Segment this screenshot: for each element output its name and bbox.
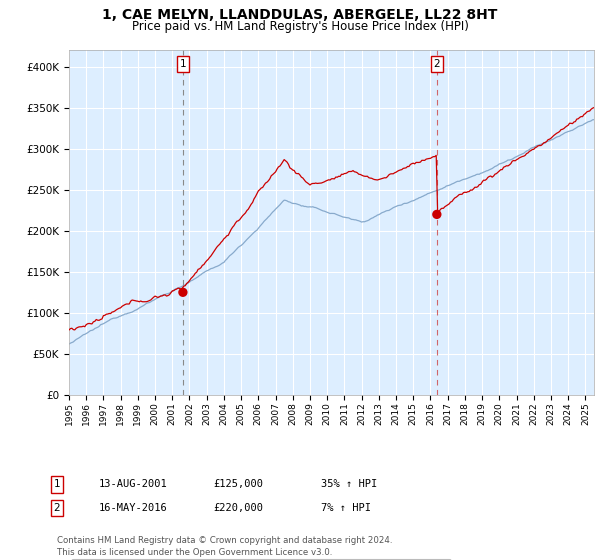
Text: Contains HM Land Registry data © Crown copyright and database right 2024.
This d: Contains HM Land Registry data © Crown c… (57, 536, 392, 557)
Point (178, 288, 188, 297)
Text: 2: 2 (53, 503, 61, 513)
Text: 35% ↑ HPI: 35% ↑ HPI (321, 479, 377, 489)
Text: Price paid vs. HM Land Registry's House Price Index (HPI): Price paid vs. HM Land Registry's House … (131, 20, 469, 32)
Text: 1: 1 (179, 59, 186, 69)
Text: £125,000: £125,000 (213, 479, 263, 489)
Legend: 1, CAE MELYN, LLANDDULAS, ABERGELE, LL22 8HT (detached house), HPI: Average pric: 1, CAE MELYN, LLANDDULAS, ABERGELE, LL22… (71, 559, 451, 560)
Text: £220,000: £220,000 (213, 503, 263, 513)
Text: 7% ↑ HPI: 7% ↑ HPI (321, 503, 371, 513)
Text: 13-AUG-2001: 13-AUG-2001 (99, 479, 168, 489)
Point (432, 210, 442, 219)
Text: 16-MAY-2016: 16-MAY-2016 (99, 503, 168, 513)
Text: 2: 2 (434, 59, 440, 69)
Text: 1: 1 (53, 479, 61, 489)
Text: 1, CAE MELYN, LLANDDULAS, ABERGELE, LL22 8HT: 1, CAE MELYN, LLANDDULAS, ABERGELE, LL22… (103, 8, 497, 22)
